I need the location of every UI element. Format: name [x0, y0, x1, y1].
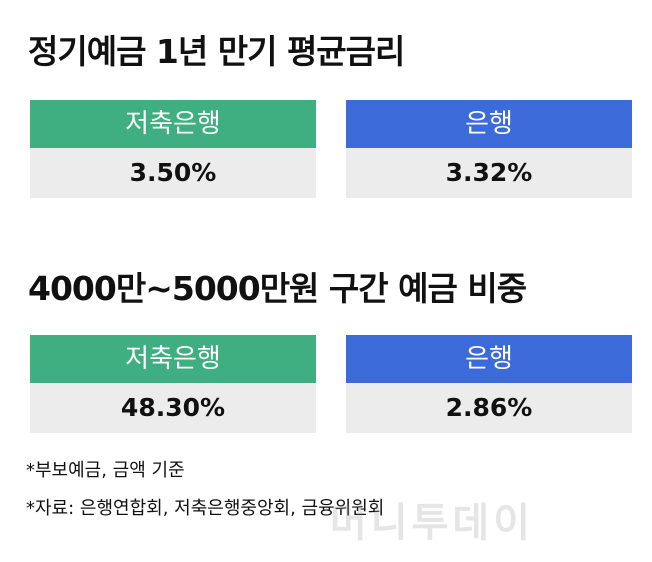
- card-label: 은행: [346, 100, 632, 148]
- section-title: 4000만~5000만원 구간 예금 비중: [28, 269, 527, 308]
- card: 은행 3.32%: [346, 100, 632, 198]
- footnote: *자료: 은행연합회, 저축은행중앙회, 금융위원회: [26, 498, 385, 519]
- card-value: 3.50%: [30, 148, 316, 198]
- card: 저축은행 3.50%: [30, 100, 316, 198]
- watermark: 머니투데이: [330, 500, 534, 546]
- card: 저축은행 48.30%: [30, 335, 316, 433]
- card-label: 저축은행: [30, 335, 316, 383]
- card: 은행 2.86%: [346, 335, 632, 433]
- card-value: 48.30%: [30, 383, 316, 433]
- footnote: *부보예금, 금액 기준: [26, 460, 185, 481]
- card-label: 은행: [346, 335, 632, 383]
- card-value: 2.86%: [346, 383, 632, 433]
- card-label: 저축은행: [30, 100, 316, 148]
- card-value: 3.32%: [346, 148, 632, 198]
- section-title: 정기예금 1년 만기 평균금리: [28, 32, 405, 71]
